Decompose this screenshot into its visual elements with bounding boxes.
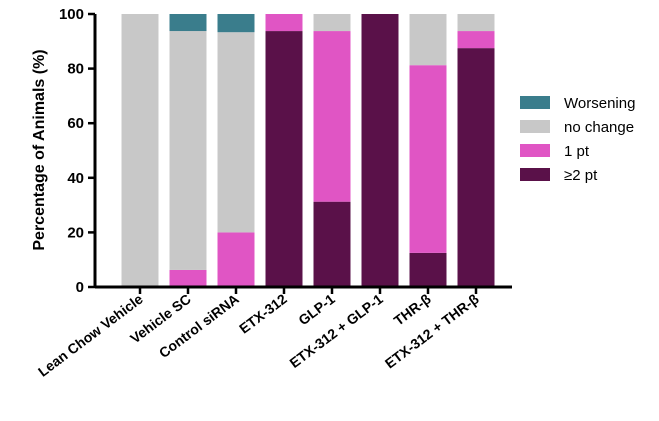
bar-etx-312-thr-no-change bbox=[457, 14, 495, 32]
x-tick-label: GLP-1 bbox=[295, 290, 338, 328]
legend-swatch-1-pt bbox=[520, 144, 550, 157]
legend-swatch-no-change bbox=[520, 120, 550, 133]
y-ticks-group: 0 20 40 60 80 100 bbox=[59, 6, 95, 296]
bar-control-sirna-worsening bbox=[217, 14, 255, 33]
legend-label-gte2-pt: ≥2 pt bbox=[564, 167, 598, 184]
bar-control-sirna-1-pt bbox=[217, 232, 255, 287]
bar-thr-no-change bbox=[409, 14, 447, 66]
y-tick-label: 20 bbox=[67, 224, 84, 241]
x-tick-label: ETX-312 bbox=[236, 290, 290, 336]
bar-vehicle-sc-worsening bbox=[169, 14, 207, 32]
bar-etx-312-gte2-pt bbox=[265, 31, 303, 287]
bar-etx-312-thr-1-pt bbox=[457, 31, 495, 49]
y-tick-label: 40 bbox=[67, 170, 84, 187]
bar-glp-1-gte2-pt bbox=[313, 201, 351, 287]
bar-thr-gte2-pt bbox=[409, 252, 447, 287]
bar-etx-312-thr-gte2-pt bbox=[457, 48, 495, 287]
bar-glp-1-1-pt bbox=[313, 31, 351, 202]
y-tick-label: 80 bbox=[67, 61, 84, 78]
bar-vehicle-sc-1-pt bbox=[169, 269, 207, 287]
legend-label-worsening: Worsening bbox=[564, 95, 635, 112]
bar-thr-1-pt bbox=[409, 65, 447, 253]
bar-control-sirna-no-change bbox=[217, 32, 255, 233]
y-tick-label: 100 bbox=[59, 6, 84, 23]
y-tick-label: 0 bbox=[76, 279, 84, 296]
legend-swatch-gte2-pt bbox=[520, 168, 550, 181]
bar-etx-312-glp-1-gte2-pt bbox=[361, 14, 399, 287]
bar-lean-chow-vehicle-no-change bbox=[121, 14, 159, 287]
y-axis-label: Percentage of Animals (%) bbox=[31, 49, 48, 250]
axes-group bbox=[93, 14, 512, 289]
bar-vehicle-sc-no-change bbox=[169, 31, 207, 270]
bar-etx-312-1-pt bbox=[265, 14, 303, 32]
legend-label-no-change: no change bbox=[564, 119, 634, 136]
legend-label-1-pt: 1 pt bbox=[564, 143, 590, 160]
bar-glp-1-no-change bbox=[313, 14, 351, 32]
bars-group bbox=[121, 14, 495, 287]
legend-swatch-worsening bbox=[520, 96, 550, 109]
legend: Worsening no change 1 pt ≥2 pt bbox=[520, 95, 635, 184]
x-tick-label: THR-β bbox=[391, 290, 435, 328]
y-tick-label: 60 bbox=[67, 115, 84, 132]
